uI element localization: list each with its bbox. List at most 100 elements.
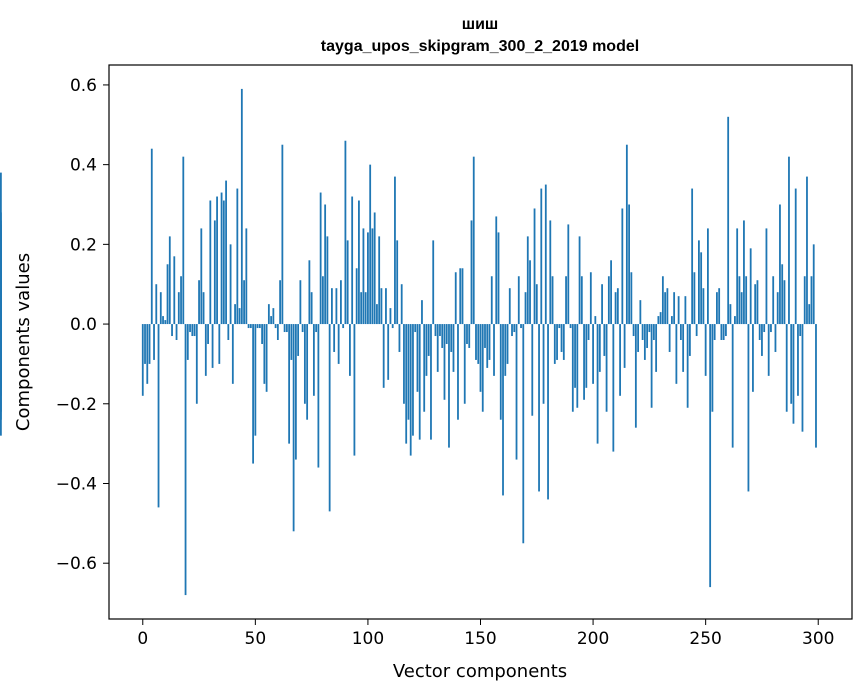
bar (452, 324, 455, 372)
bar (358, 200, 360, 325)
bar (211, 324, 214, 368)
bar (292, 324, 295, 532)
bar (513, 324, 516, 333)
bar (738, 276, 741, 325)
bar (249, 324, 252, 329)
x-tick-label: 150 (464, 629, 496, 649)
bar (810, 276, 813, 325)
bar (567, 224, 570, 325)
bar (364, 292, 367, 325)
bar (331, 288, 333, 325)
bar (675, 324, 678, 384)
bar (380, 288, 383, 325)
bar (632, 324, 635, 337)
bar (695, 324, 698, 337)
bar (686, 324, 689, 408)
bar (614, 292, 617, 325)
bar (547, 324, 549, 500)
bar (457, 324, 459, 420)
bar (610, 260, 612, 325)
bar (405, 324, 408, 444)
bar (754, 284, 757, 325)
bar (655, 324, 658, 372)
bar (247, 324, 250, 329)
bar (333, 324, 336, 352)
bar (677, 296, 680, 325)
bar (146, 324, 149, 384)
x-axis-label: Vector components (393, 661, 567, 682)
bar (529, 260, 531, 325)
bar (792, 324, 795, 424)
bar (628, 204, 630, 325)
bar (646, 324, 649, 348)
bar (776, 292, 779, 325)
bar (716, 292, 718, 325)
bar (427, 324, 430, 356)
bar (153, 324, 155, 360)
bar (459, 268, 462, 325)
bar (175, 324, 178, 340)
bar (220, 192, 223, 325)
bar (159, 292, 162, 325)
bar (596, 324, 599, 444)
bar (470, 220, 473, 325)
bar (182, 156, 185, 325)
bar (283, 324, 286, 333)
x-tick-label: 50 (245, 629, 267, 649)
bar (270, 316, 273, 325)
bar (594, 316, 597, 325)
bar (468, 324, 471, 348)
bar (290, 324, 293, 360)
bar (218, 324, 221, 364)
y-tick-label: 0.2 (70, 235, 97, 255)
bar (607, 276, 610, 325)
bar (533, 208, 536, 325)
bar (414, 324, 417, 333)
bar (538, 324, 540, 492)
bar (274, 324, 277, 329)
bar (718, 288, 721, 325)
bar (236, 188, 239, 325)
bar (693, 272, 696, 325)
bar (790, 324, 793, 404)
bar (189, 324, 191, 333)
bar (387, 324, 390, 380)
bar (337, 324, 340, 364)
bar (511, 324, 513, 337)
bar (540, 188, 543, 325)
bar (711, 324, 714, 412)
bar (238, 308, 241, 325)
bar (439, 324, 441, 337)
bar (524, 292, 527, 325)
bar (164, 320, 167, 325)
bar (639, 300, 642, 325)
bar (263, 324, 266, 384)
y-tick-label: −0.2 (56, 395, 97, 415)
bar (812, 244, 815, 325)
bar (191, 324, 194, 337)
bar (418, 324, 421, 440)
bar (324, 204, 327, 325)
bar (349, 324, 351, 376)
bar (0, 276, 2, 325)
bar (276, 324, 279, 340)
bar (725, 324, 727, 337)
bar (391, 324, 394, 329)
bar (517, 276, 520, 325)
bar (443, 324, 446, 400)
bar (168, 236, 171, 325)
bar (670, 316, 673, 325)
bar (376, 304, 378, 325)
bar (486, 324, 489, 368)
bar (310, 292, 313, 325)
y-axis-label: Components values (13, 253, 34, 431)
bar (731, 324, 734, 448)
bar (601, 284, 603, 325)
bar (740, 292, 743, 325)
bar (531, 324, 534, 416)
bar-series (0, 88, 817, 596)
bar (173, 256, 176, 325)
bar (382, 324, 385, 388)
bar (558, 324, 561, 329)
bar (684, 296, 687, 325)
